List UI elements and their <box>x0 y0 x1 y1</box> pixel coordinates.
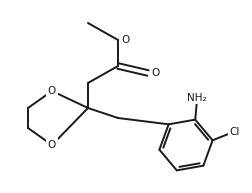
Text: O: O <box>151 68 160 78</box>
Text: O: O <box>121 35 130 45</box>
Text: NH₂: NH₂ <box>187 93 206 103</box>
Text: O: O <box>48 140 56 150</box>
Text: O: O <box>48 86 56 96</box>
Text: Cl: Cl <box>229 127 239 137</box>
